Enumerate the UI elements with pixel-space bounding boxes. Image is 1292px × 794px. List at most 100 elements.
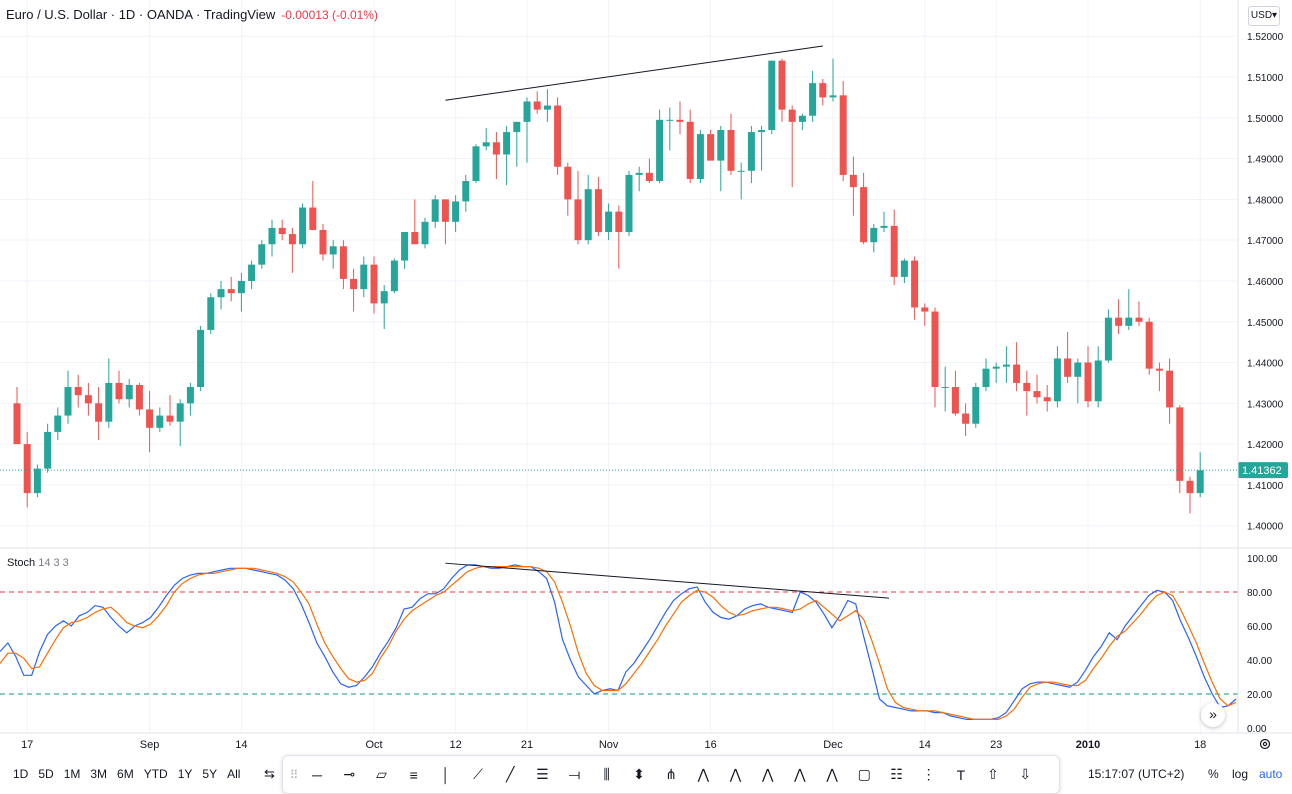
chart-canvas[interactable]: 1.52000 1.51000 1.50000 1.49000 1.48000 1.470… bbox=[0, 0, 1292, 756]
range-1m[interactable]: 1M bbox=[63, 767, 81, 781]
candle-body bbox=[227, 289, 235, 294]
candle-body bbox=[146, 409, 154, 428]
stoch-tick-label: 80.00 bbox=[1247, 588, 1272, 599]
candle-body bbox=[554, 105, 562, 167]
candle-body bbox=[962, 413, 970, 424]
clock[interactable]: 15:17:07 (UTC+2) bbox=[1088, 767, 1185, 781]
symbol-header[interactable]: Euro / U.S. Dollar · 1D · OANDA · Tradin… bbox=[6, 7, 378, 22]
head-shoulders-icon[interactable]: ⋀ bbox=[794, 766, 806, 782]
axes: 1.52000 1.51000 1.50000 1.49000 1.48000 1.470… bbox=[0, 0, 1292, 751]
measure-icon[interactable]: ⋮ bbox=[921, 766, 936, 782]
time-tick-label: Oct bbox=[365, 739, 382, 751]
arrow-up-icon[interactable]: ⇧ bbox=[987, 766, 999, 782]
candle-body bbox=[74, 387, 82, 396]
rectangle-icon[interactable]: ▢ bbox=[857, 766, 871, 782]
log-toggle[interactable]: log bbox=[1232, 767, 1249, 781]
vertical-lines-icon[interactable]: ⫼ bbox=[603, 766, 610, 782]
time-tick-label: 14 bbox=[919, 739, 931, 751]
candle-body bbox=[44, 431, 52, 469]
candle-body bbox=[339, 246, 347, 279]
candle-body bbox=[23, 444, 31, 494]
candle-body bbox=[829, 95, 837, 98]
candle-body bbox=[870, 227, 878, 243]
range-1d[interactable]: 1D bbox=[13, 767, 29, 781]
price-tick-label: 1.41000 bbox=[1247, 481, 1284, 492]
range-ytd[interactable]: YTD bbox=[143, 767, 168, 781]
elliott-wave-icon[interactable]: ⋀ bbox=[761, 766, 774, 782]
stoch-tick-label: 0.00 bbox=[1247, 724, 1267, 735]
currency-selector[interactable]: USD▾ bbox=[1248, 6, 1280, 26]
trend-angle-icon[interactable]: ⟋ bbox=[473, 766, 483, 782]
candle-body bbox=[911, 260, 919, 308]
candle-body bbox=[513, 121, 521, 133]
candle-body bbox=[115, 382, 123, 400]
candle-body bbox=[84, 395, 92, 404]
xabcd-pattern-icon[interactable]: ⋀ bbox=[697, 766, 710, 782]
candle-body bbox=[268, 227, 276, 245]
range-all[interactable]: All bbox=[227, 767, 241, 781]
text-icon[interactable]: T bbox=[956, 766, 966, 783]
range-5y[interactable]: 5Y bbox=[202, 767, 218, 781]
candle-body bbox=[33, 468, 41, 494]
time-tick-label: 16 bbox=[704, 739, 716, 751]
candle-body bbox=[258, 244, 266, 265]
range-5d[interactable]: 5D bbox=[38, 767, 54, 781]
candle-body bbox=[1043, 397, 1051, 402]
vertical-line-icon[interactable]: │ bbox=[441, 766, 451, 783]
parallel-channel-icon[interactable]: ▱ bbox=[376, 766, 387, 782]
price-tick-label: 1.49000 bbox=[1247, 155, 1284, 166]
candle-body bbox=[747, 132, 755, 171]
auto-toggle[interactable]: auto bbox=[1259, 767, 1283, 781]
ray-icon[interactable]: ⟞ bbox=[568, 766, 581, 782]
pin-list-icon[interactable]: ☷ bbox=[890, 766, 903, 782]
range-3m[interactable]: 3M bbox=[90, 767, 108, 781]
candle-body bbox=[431, 199, 439, 222]
time-tick-label: Dec bbox=[823, 739, 843, 751]
candle-body bbox=[1013, 364, 1021, 383]
candle-body bbox=[1115, 317, 1123, 326]
stoch-trendline bbox=[445, 562, 890, 599]
candle-body bbox=[809, 83, 817, 116]
range-6m[interactable]: 6M bbox=[117, 767, 134, 781]
candle-body bbox=[390, 260, 398, 292]
long-position-icon[interactable]: ⬍ bbox=[633, 766, 645, 782]
abcd-pattern-icon[interactable]: ⋀ bbox=[729, 766, 742, 782]
cursor-icon[interactable]: ─ bbox=[312, 766, 323, 783]
price-tick-label: 1.42000 bbox=[1247, 440, 1284, 451]
horizontal-ray-icon[interactable]: ⊸ bbox=[343, 766, 356, 782]
drawing-toolbar: ⠿ ─ ⊸ ▱ ≡ │ ⟋ ╱ ☰ ⟞ ⫼ ⬍ ⋔ ⋀ ⋀ ⋀ ⋀ ⋀ ▢ ☷ ⋮ T ⇧ ⇩ bbox=[282, 755, 1060, 794]
candle-body bbox=[237, 280, 245, 294]
arrow-down-icon[interactable]: ⇩ bbox=[1019, 766, 1032, 782]
candle-body bbox=[1145, 321, 1153, 369]
stoch-k-line bbox=[0, 564, 1237, 721]
candle-body bbox=[686, 121, 694, 179]
candle-body bbox=[1002, 364, 1010, 367]
range-1y[interactable]: 1Y bbox=[177, 767, 193, 781]
grip-icon[interactable]: ⠿ bbox=[289, 767, 299, 782]
candle-body bbox=[1023, 382, 1031, 392]
symbol-title[interactable]: Euro / U.S. Dollar · 1D · OANDA · Tradin… bbox=[6, 7, 276, 22]
candle-body bbox=[1064, 358, 1072, 377]
horizontal-lines-icon[interactable]: ☰ bbox=[536, 766, 549, 782]
pitchfork-icon[interactable]: ⋔ bbox=[665, 766, 678, 782]
candle-body bbox=[533, 101, 541, 110]
candle-body bbox=[921, 307, 929, 312]
candle-body bbox=[982, 368, 990, 388]
trend-line-icon[interactable]: ╱ bbox=[506, 766, 515, 782]
percent-toggle[interactable]: % bbox=[1208, 767, 1219, 781]
goto-date-icon[interactable]: ⇆ bbox=[264, 766, 275, 781]
candle-body bbox=[176, 403, 184, 422]
candle-body bbox=[656, 119, 664, 182]
time-tick-label: 2010 bbox=[1076, 739, 1100, 751]
fib-retracement-icon[interactable]: ≡ bbox=[409, 766, 418, 783]
time-tick-label: 21 bbox=[521, 739, 533, 751]
gear-icon[interactable] bbox=[1258, 737, 1272, 751]
candle-body bbox=[64, 387, 72, 416]
abcd-alt-icon[interactable]: ⋀ bbox=[826, 766, 838, 782]
candle-body bbox=[941, 387, 949, 389]
candle-body bbox=[299, 207, 307, 245]
candle-body bbox=[1166, 370, 1174, 408]
scroll-to-realtime-button[interactable]: » bbox=[1201, 703, 1225, 727]
indicator-legend[interactable]: Stoch 14 3 3 bbox=[7, 557, 69, 569]
candle-body bbox=[543, 105, 551, 110]
